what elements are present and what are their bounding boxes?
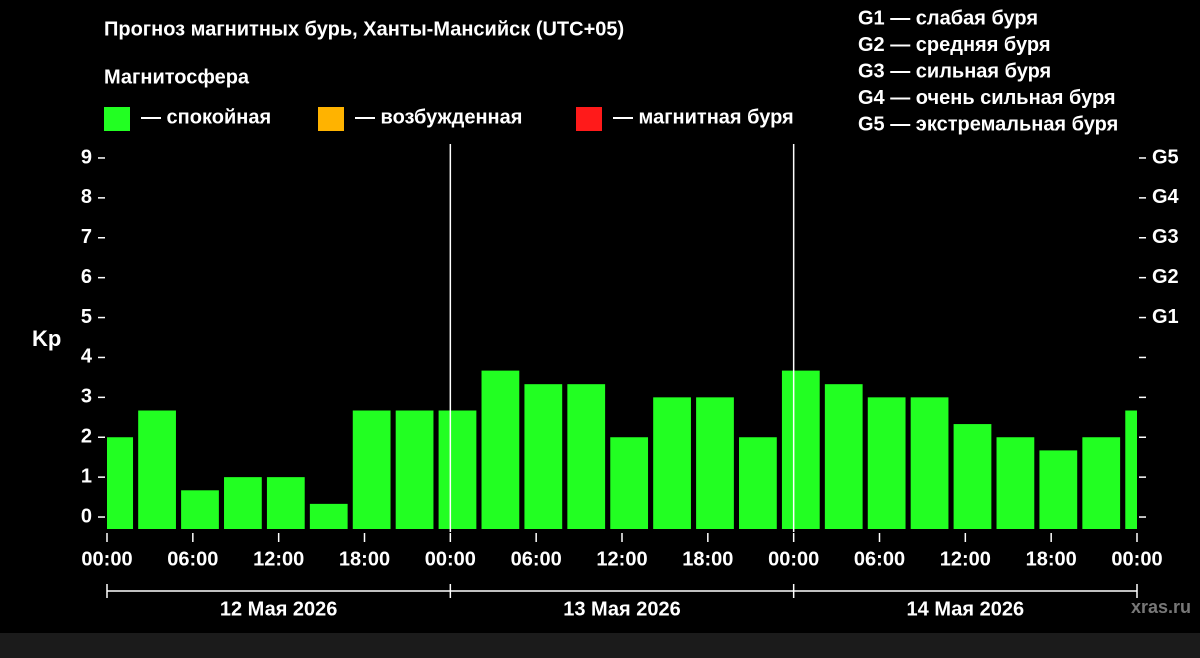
chart-title: Прогноз магнитных бурь, Ханты-Мансийск (… — [104, 18, 624, 40]
y2-tick-label: G1 — [1152, 306, 1179, 328]
bar — [781, 370, 820, 529]
y-tick-label: 9 — [81, 146, 92, 168]
bar — [266, 477, 305, 529]
g-scale-label: G4 — очень сильная буря — [858, 87, 1116, 109]
date-label: 14 Мая 2026 — [907, 598, 1025, 620]
y-tick-label: 7 — [81, 226, 92, 248]
bar — [1039, 450, 1078, 529]
watermark: xras.ru — [1131, 597, 1191, 617]
y-tick-label: 0 — [81, 505, 92, 527]
bar — [138, 410, 176, 529]
y-axis-label: Kp — [32, 326, 61, 351]
legend-label: — возбужденная — [355, 106, 522, 128]
x-tick-label: 06:00 — [511, 548, 562, 570]
x-tick-label: 12:00 — [253, 548, 304, 570]
x-tick-label: 00:00 — [1111, 548, 1162, 570]
bar — [739, 437, 777, 529]
y-tick-label: 2 — [81, 426, 92, 448]
y2-tick-label: G2 — [1152, 266, 1179, 288]
g-scale-label: G3 — сильная буря — [858, 60, 1051, 82]
y2-tick-label: G5 — [1152, 146, 1179, 168]
legend-title: Магнитосфера — [104, 66, 250, 88]
y-tick-label: 5 — [81, 306, 92, 328]
y-tick-label: 8 — [81, 186, 92, 208]
bar — [996, 437, 1035, 529]
g-scale-label: G1 — слабая буря — [858, 7, 1038, 29]
date-label: 12 Мая 2026 — [220, 598, 338, 620]
bar — [824, 384, 863, 529]
legend-swatch — [576, 107, 602, 131]
x-tick-label: 06:00 — [854, 548, 905, 570]
x-tick-label: 18:00 — [1026, 548, 1077, 570]
bar — [181, 490, 219, 529]
bar — [567, 384, 606, 529]
legend-label: — магнитная буря — [613, 106, 794, 128]
bar — [224, 477, 262, 529]
x-tick-label: 12:00 — [940, 548, 991, 570]
bar — [696, 397, 734, 529]
legend-swatch — [104, 107, 130, 131]
x-tick-label: 00:00 — [425, 548, 476, 570]
bars — [107, 370, 1137, 529]
y-tick-label: 1 — [81, 465, 92, 487]
bar — [1125, 410, 1137, 529]
legend-swatch — [318, 107, 344, 131]
bar — [953, 424, 992, 529]
bar — [395, 410, 434, 529]
y2-tick-label: G4 — [1152, 186, 1180, 208]
bar — [867, 397, 906, 529]
bar — [1082, 437, 1121, 529]
bar — [653, 397, 691, 529]
y-tick-label: 4 — [81, 346, 93, 368]
g-scale-label: G5 — экстремальная буря — [858, 113, 1118, 135]
y-tick-label: 6 — [81, 266, 92, 288]
x-tick-label: 18:00 — [682, 548, 733, 570]
bar — [481, 370, 520, 529]
bar — [438, 410, 477, 529]
bar — [107, 437, 134, 529]
bar — [524, 384, 563, 529]
y2-tick-label: G3 — [1152, 226, 1179, 248]
x-tick-label: 12:00 — [596, 548, 647, 570]
bar — [610, 437, 649, 529]
x-tick-label: 00:00 — [81, 548, 132, 570]
bar — [910, 397, 949, 529]
x-tick-label: 00:00 — [768, 548, 819, 570]
x-tick-label: 18:00 — [339, 548, 390, 570]
date-label: 13 Мая 2026 — [563, 598, 681, 620]
x-tick-label: 06:00 — [167, 548, 218, 570]
bottom-strip — [0, 633, 1200, 658]
legend-label: — спокойная — [141, 106, 271, 128]
g-scale-label: G2 — средняя буря — [858, 34, 1051, 56]
bar — [352, 410, 391, 529]
bar — [309, 503, 348, 529]
y-tick-label: 3 — [81, 386, 92, 408]
